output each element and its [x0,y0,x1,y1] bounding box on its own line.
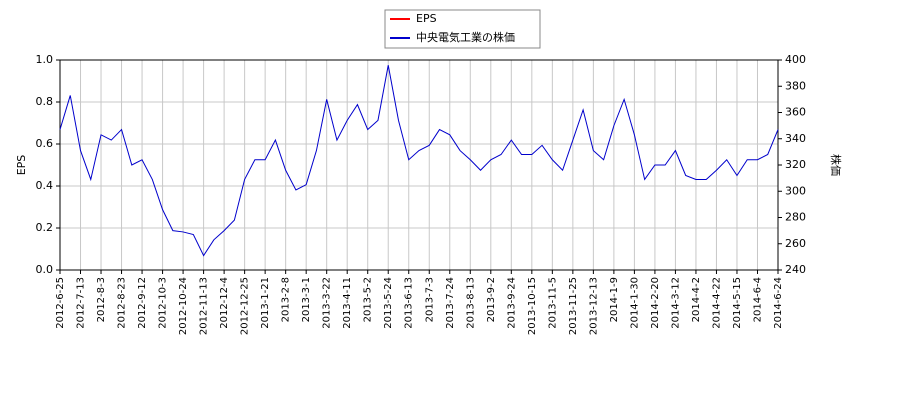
y2-tick-label: 320 [785,158,806,171]
legend-label: EPS [416,12,437,25]
x-tick-label: 2014-4-2 [691,277,702,322]
x-tick-label: 2014-6-24 [773,277,784,329]
x-tick-label: 2013-5-24 [383,277,394,329]
x-tick-label: 2013-12-13 [588,277,599,335]
x-tick-label: 2013-1-21 [260,277,271,329]
x-tick-label: 2012-12-4 [219,277,230,329]
x-tick-label: 2014-6-4 [752,277,763,322]
y2-tick-label: 300 [785,184,806,197]
x-tick-label: 2012-6-25 [55,277,66,329]
x-tick-label: 2013-2-8 [281,277,292,322]
x-tick-label: 2013-6-13 [404,277,415,329]
y-tick-label: 0.4 [36,179,54,192]
x-tick-label: 2012-8-23 [117,277,128,329]
x-tick-label: 2013-9-2 [486,277,497,322]
price-line [59,65,779,257]
x-tick-label: 2012-10-3 [158,277,169,329]
y-tick-label: 0.6 [36,137,54,150]
x-tick-label: 2014-5-15 [732,277,743,329]
x-tick-label: 2013-3-1 [301,277,312,322]
y2-tick-label: 240 [785,263,806,276]
x-tick-label: 2013-3-22 [322,277,333,329]
x-tick-label: 2013-8-13 [465,277,476,329]
x-tick-label: 2012-11-13 [199,277,210,335]
y2-tick-label: 400 [785,53,806,66]
x-tick-label: 2014-2-20 [650,277,661,329]
plot-border [59,59,779,271]
y2-tick-label: 280 [785,211,806,224]
x-tick-label: 2012-7-13 [76,277,87,329]
legend-label: 中央電気工業の株価 [416,30,515,44]
x-tick-label: 2013-9-24 [506,277,517,329]
y-tick-label: 0.0 [36,263,54,276]
x-tick-label: 2013-7-24 [445,277,456,329]
legend-box [384,9,541,49]
x-tick-label: 2013-4-11 [342,277,353,329]
y-tick-label: 0.2 [36,221,54,234]
x-tick-label: 2012-12-25 [240,277,251,335]
x-tick-label: 2012-10-24 [178,277,189,335]
x-tick-label: 2013-7-3 [424,277,435,322]
y2-tick-label: 260 [785,237,806,250]
x-tick-label: 2013-10-15 [527,277,538,335]
x-tick-label: 2012-9-12 [137,277,148,329]
y-tick-label: 1.0 [36,53,54,66]
x-tick-label: 2013-5-2 [363,277,374,322]
y-axis-label: EPS [15,155,28,176]
y2-tick-label: 360 [785,106,806,119]
x-tick-label: 2013-11-25 [568,277,579,335]
x-tick-label: 2014-3-12 [670,277,681,329]
y-tick-label: 0.8 [36,95,54,108]
x-tick-label: 2014-4-22 [711,277,722,329]
x-tick-label: 2012-8-3 [96,277,107,322]
x-tick-label: 2013-11-5 [547,277,558,329]
y2-axis-label: 株価 [829,154,843,176]
x-tick-label: 2014-1-30 [629,277,640,329]
y2-tick-label: 340 [785,132,806,145]
y2-tick-label: 380 [785,79,806,92]
x-tick-label: 2014-1-9 [609,277,620,322]
